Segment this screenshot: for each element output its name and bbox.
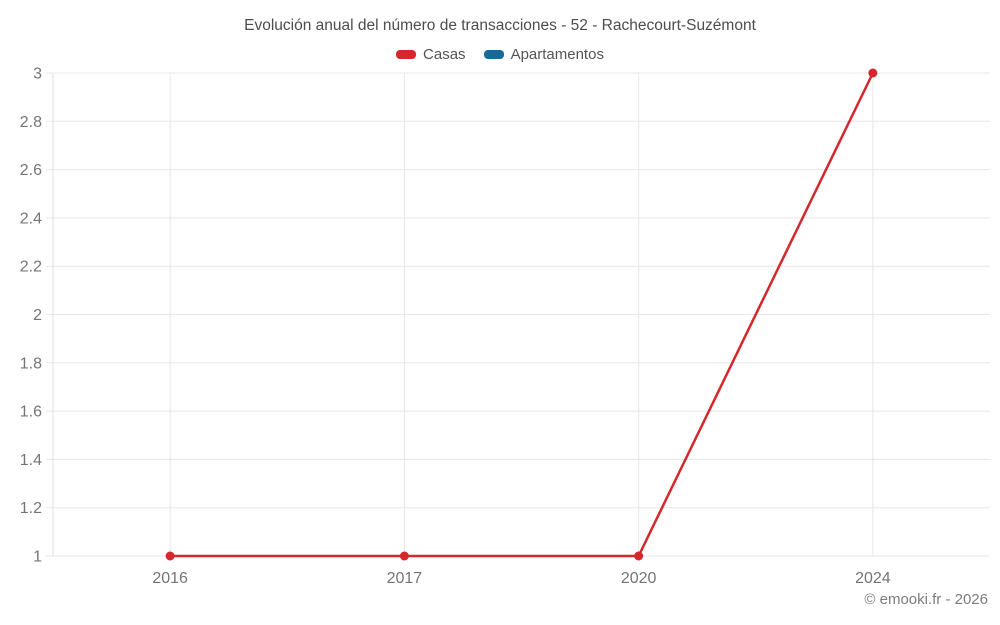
y-tick-label: 1.2 [20, 500, 42, 517]
casas-series-swatch-icon [396, 50, 417, 59]
chart-title: Evolución anual del número de transaccio… [244, 17, 756, 34]
y-tick-label: 2.4 [20, 210, 42, 227]
x-tick-label: 2017 [387, 570, 423, 587]
y-tick-label: 2.6 [20, 162, 42, 179]
y-tick-label: 3 [33, 66, 42, 83]
y-tick-label: 2.2 [20, 259, 42, 276]
y-tick-label: 2.8 [20, 114, 42, 131]
chart-legend: Casas Apartamentos [0, 46, 1000, 63]
copyright-text: © emooki.fr - 2026 [864, 591, 988, 608]
data-point[interactable] [399, 551, 409, 561]
y-tick-label: 1 [33, 549, 42, 566]
data-point[interactable] [634, 551, 644, 561]
y-tick-label: 2 [33, 307, 42, 324]
x-tick-label: 2024 [855, 570, 891, 587]
legend-label-apartamentos: Apartamentos [510, 46, 604, 63]
legend-item-apartamentos[interactable]: Apartamentos [483, 46, 604, 63]
legend-item-casas[interactable]: Casas [396, 46, 466, 63]
x-tick-label: 2016 [152, 570, 188, 587]
y-tick-label: 1.4 [20, 452, 42, 469]
legend-label-casas: Casas [423, 46, 466, 63]
data-point[interactable] [165, 551, 175, 561]
data-point[interactable] [868, 68, 878, 78]
series-line-casas [168, 71, 875, 558]
y-tick-label: 1.6 [20, 404, 42, 421]
apartamentos-series-swatch-icon [483, 50, 504, 59]
y-tick-label: 1.8 [20, 355, 42, 372]
x-tick-label: 2020 [621, 570, 657, 587]
